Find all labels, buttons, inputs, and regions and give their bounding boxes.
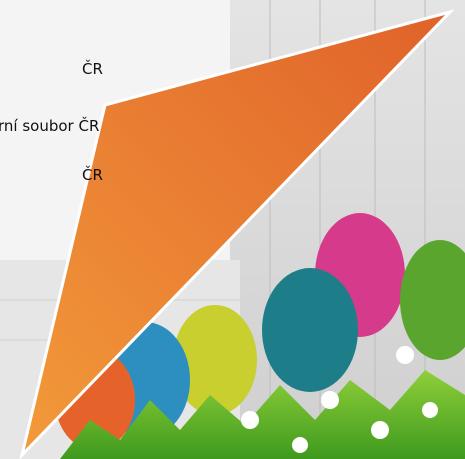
scene: ČR rní soubor ČR ČR (0, 0, 465, 459)
text-line: ČR (82, 165, 103, 184)
text-line: rní soubor ČR (0, 116, 99, 135)
page: ČR rní soubor ČR ČR (() => { const data … (0, 0, 465, 459)
text-line: ČR (82, 59, 103, 78)
